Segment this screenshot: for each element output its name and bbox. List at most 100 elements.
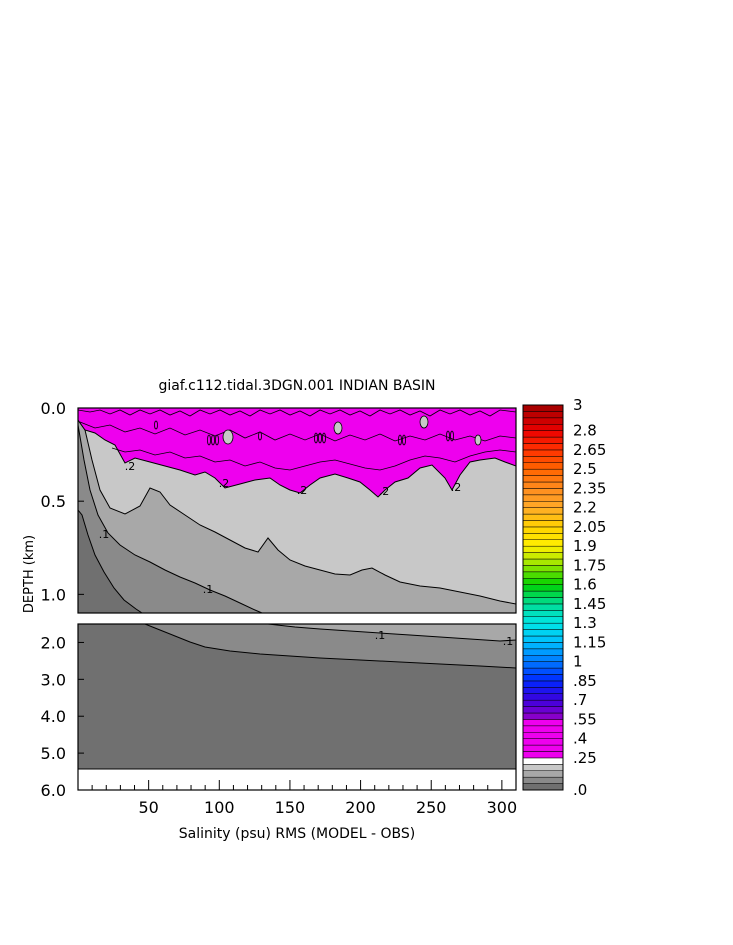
contour-island xyxy=(402,434,406,446)
colorbar-label: 1.45 xyxy=(573,595,606,613)
colorbar-swatch xyxy=(522,667,564,675)
x-tick-label: 250 xyxy=(416,798,447,817)
colorbar-swatch xyxy=(522,655,564,662)
x-tick-label: 150 xyxy=(275,798,306,817)
colorbar-swatch xyxy=(522,443,564,451)
colorbar-swatch xyxy=(522,648,564,656)
y-tick-label-upper: 0.0 xyxy=(41,399,66,418)
colorbar-label: .4 xyxy=(573,730,587,748)
colorbar-swatch xyxy=(522,488,564,496)
contour-island xyxy=(450,430,454,442)
contour-line xyxy=(111,447,516,471)
colorbar-label: .55 xyxy=(573,710,597,728)
colorbar-swatch xyxy=(522,680,564,688)
region-0.1-0.15 xyxy=(78,419,516,613)
colorbar-label: .7 xyxy=(573,691,587,709)
y-tick-label-lower: 5.0 xyxy=(41,744,66,763)
contour-label: .1 xyxy=(503,635,514,648)
colorbar-swatch xyxy=(522,744,564,752)
colorbar-swatch xyxy=(522,539,564,547)
contour-island xyxy=(207,434,211,446)
lower-region-0.1-0.15 xyxy=(267,624,516,642)
colorbar-label: 2.65 xyxy=(573,441,606,459)
contour-island xyxy=(314,432,318,444)
colorbar-swatch xyxy=(522,770,564,778)
colorbar-swatch xyxy=(522,635,564,643)
contour-island xyxy=(222,429,234,445)
y-tick-label-lower: 2.0 xyxy=(41,633,66,652)
lower-panel xyxy=(78,624,516,769)
colorbar-swatch xyxy=(522,404,564,412)
contour-island xyxy=(154,420,158,430)
contour-island xyxy=(215,434,219,446)
y-axis-title: DEPTH (km) xyxy=(22,535,37,613)
upper-panel xyxy=(78,408,516,613)
contour-island xyxy=(258,431,262,441)
colorbar-swatch xyxy=(522,732,564,739)
colorbar-swatch xyxy=(522,436,564,444)
contour-island xyxy=(322,432,326,444)
axes: 50 100 150 200 250 300 0.0 0.5 1.0 2.0 3.0 4.0 5.0 6.… xyxy=(41,399,518,817)
colorbar-swatch xyxy=(522,552,564,560)
colorbar-swatch xyxy=(522,776,564,784)
colorbar-swatch xyxy=(522,642,564,650)
colorbar-swatch xyxy=(522,738,564,746)
colorbar-swatch xyxy=(522,751,564,759)
colorbar-label: 2.5 xyxy=(573,460,597,478)
colorbar-label: 1.9 xyxy=(573,537,597,555)
contour-label: .2 xyxy=(451,481,462,494)
colorbar-label: .0 xyxy=(573,781,587,799)
colorbar-swatch xyxy=(522,526,564,534)
colorbar-swatch xyxy=(522,571,564,579)
colorbar-label: 1.15 xyxy=(573,633,606,651)
contour-island xyxy=(474,434,482,446)
y-tick-label-lower: 6.0 xyxy=(41,781,66,800)
colorbar-label: 2.2 xyxy=(573,499,597,517)
colorbar-label: 1.75 xyxy=(573,556,606,574)
region-above-0.2 xyxy=(78,408,516,498)
colorbar-swatch xyxy=(522,513,564,521)
contour-line-detail-group xyxy=(78,409,516,471)
colorbar-swatch xyxy=(522,725,564,733)
colorbar: 32.82.652.52.352.22.051.91.751.61.451.31… xyxy=(522,396,606,799)
contour-line xyxy=(78,409,516,417)
colorbar-swatch xyxy=(522,757,564,765)
y-tick-label-lower: 4.0 xyxy=(41,707,66,726)
contour-island xyxy=(333,421,343,435)
colorbar-swatch xyxy=(522,706,564,714)
colorbar-swatch xyxy=(522,507,564,515)
contour-island xyxy=(446,430,450,442)
x-tick-label: 50 xyxy=(138,798,158,817)
colorbar-swatch xyxy=(522,494,564,502)
x-tick-label: 300 xyxy=(487,798,518,817)
colorbar-swatch xyxy=(522,616,564,624)
colorbar-swatch xyxy=(522,468,564,476)
colorbar-label: 1 xyxy=(573,653,583,671)
contour-label: .2 xyxy=(379,485,390,498)
y-tick-label-upper: 1.0 xyxy=(41,585,66,604)
chart-title: giaf.c112.tidal.3DGN.001 INDIAN BASIN xyxy=(158,378,435,394)
contour-island xyxy=(398,434,402,446)
colorbar-swatch xyxy=(522,565,564,573)
y-tick-label-upper: 0.5 xyxy=(41,492,66,511)
y-tick-label-lower: 3.0 xyxy=(41,670,66,689)
contour-label: .2 xyxy=(219,477,230,490)
colorbar-swatch xyxy=(522,603,564,611)
colorbar-swatch xyxy=(522,417,564,425)
colorbar-swatch xyxy=(522,622,564,630)
contour-label: .1 xyxy=(375,629,386,642)
colorbar-swatch xyxy=(522,462,564,470)
colorbar-label: 2.05 xyxy=(573,518,606,536)
colorbar-swatch xyxy=(522,590,564,598)
colorbar-swatch xyxy=(522,719,564,727)
colorbar-swatch xyxy=(522,456,564,464)
colorbar-swatch xyxy=(522,584,564,592)
colorbar-swatch xyxy=(522,475,564,483)
colorbar-swatch xyxy=(522,764,564,771)
colorbar-swatch xyxy=(522,783,564,791)
colorbar-label: 3 xyxy=(573,396,583,414)
x-tick-label: 100 xyxy=(204,798,235,817)
colorbar-label: .25 xyxy=(573,749,597,767)
colorbar-swatch xyxy=(522,610,564,617)
